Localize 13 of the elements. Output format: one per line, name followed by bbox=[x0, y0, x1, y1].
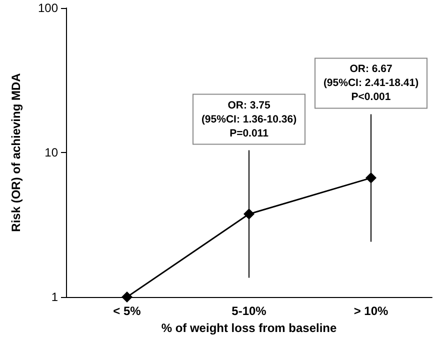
point bbox=[122, 292, 132, 302]
annotation: OR: 3.75 (95%CI: 1.36-10.36) P=0.011 bbox=[201, 99, 297, 140]
point bbox=[244, 208, 254, 220]
x-tick-label: < 5% bbox=[113, 304, 142, 318]
x-tick-label: > 10% bbox=[354, 304, 389, 318]
y-tick-label: 100 bbox=[38, 1, 58, 15]
y-axis-title: Risk (OR) of achieving MDA bbox=[9, 72, 23, 232]
point bbox=[366, 172, 376, 184]
y-tick-label: 1 bbox=[51, 290, 58, 304]
x-axis-title: % of weight loss from baseline bbox=[161, 320, 338, 335]
x-tick-label: 5-10% bbox=[232, 304, 267, 318]
y-tick-label: 10 bbox=[44, 146, 58, 160]
annotation: OR: 6.67 (95%CI: 2.41-18.41) P<0.001 bbox=[323, 63, 419, 104]
